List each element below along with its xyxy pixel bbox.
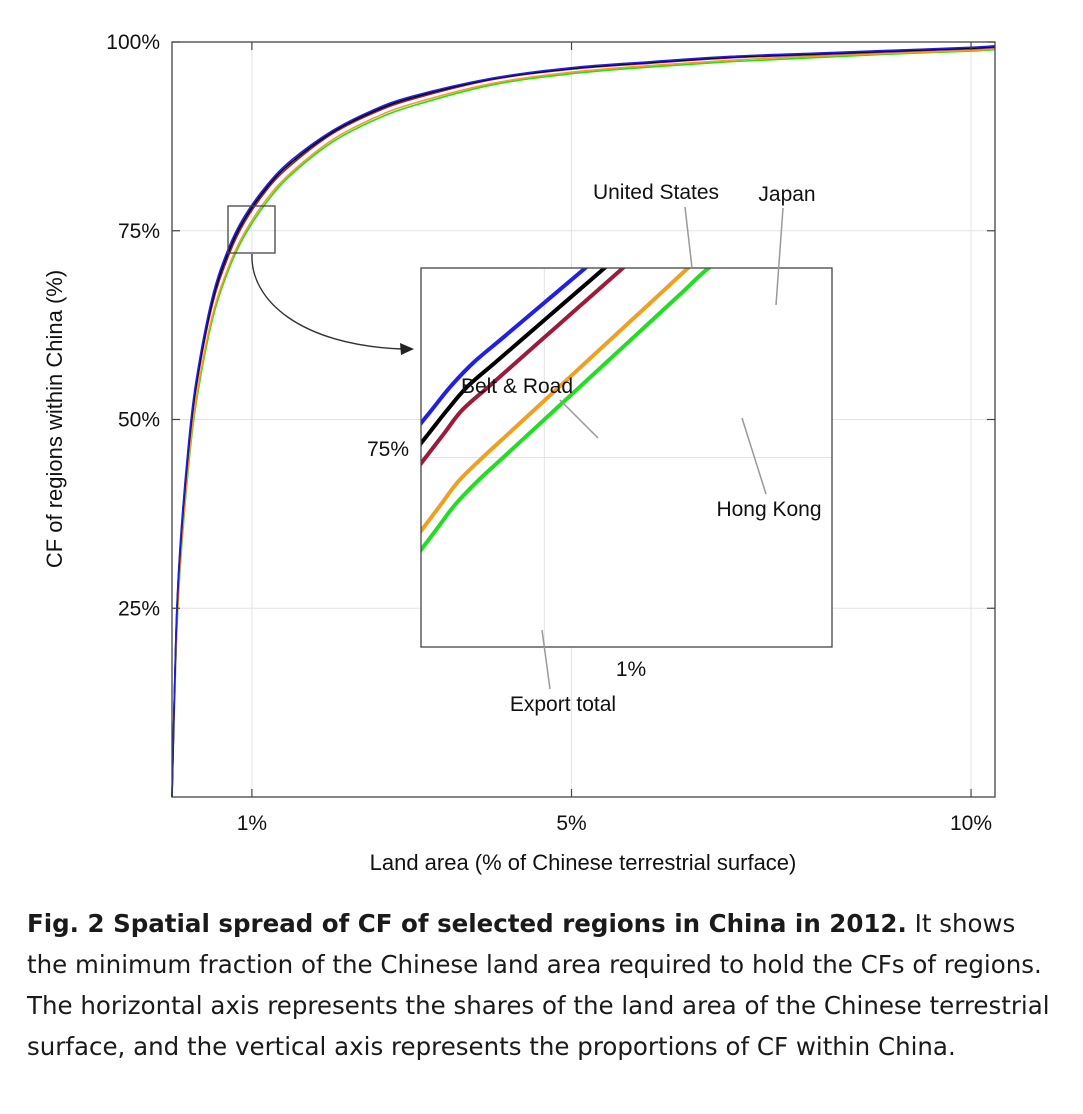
leader-hong-kong (741, 417, 767, 495)
label-export-total: Export total (510, 693, 616, 716)
main-ticks: 1% 5% 10% 25% 50% 75% 100% (106, 31, 995, 835)
label-belt-road: Belt & Road (461, 375, 573, 398)
leader-united-states (684, 206, 693, 269)
y-tick-label: 100% (106, 31, 160, 54)
y-axis-title: CF of regions within China (%) (42, 270, 67, 568)
inset-grid (421, 268, 832, 647)
label-united-states: United States (593, 181, 719, 204)
x-axis-title: Land area (% of Chinese terrestrial surf… (370, 850, 797, 875)
label-hong-kong: Hong Kong (716, 498, 821, 521)
inset-series-line-united-states (421, 268, 608, 447)
leader-belt-road (559, 399, 599, 439)
y-tick-label: 75% (118, 220, 160, 243)
inset-x-tick-label: 1% (616, 658, 646, 681)
y-tick-label: 25% (118, 597, 160, 620)
inset-series-line-hong-kong (421, 268, 713, 554)
inset-series-line-japan (421, 268, 692, 535)
main-series-group (171, 44, 996, 798)
figure-caption: Fig. 2 Spatial spread of CF of selected … (27, 903, 1057, 1067)
leader-export-total (541, 629, 551, 690)
cf-spatial-spread-chart: 1% 5% 10% 25% 50% 75% 100% Land area (% of Chi… (42, 31, 996, 875)
caption-lead: Fig. 2 Spatial spread of CF of selected … (27, 909, 907, 938)
inset-series-group (421, 268, 713, 554)
x-tick-label: 5% (556, 812, 586, 835)
inset-series-line-export-total (421, 268, 626, 467)
label-japan: Japan (758, 183, 815, 206)
series-line-belt-road (171, 44, 996, 798)
x-tick-label: 1% (237, 812, 267, 835)
zoom-arrowhead (400, 343, 414, 355)
caption-body: It shows the minimum fraction of the Chi… (27, 909, 1050, 1061)
zoom-box (227, 205, 276, 254)
inset-y-tick-label: 75% (367, 438, 409, 461)
inset-series-line-belt-road (421, 268, 589, 427)
inset-frame (420, 267, 833, 648)
series-line-japan (171, 47, 996, 798)
x-tick-label: 10% (950, 812, 992, 835)
leader-japan (775, 207, 784, 306)
zoom-arrow (251, 253, 403, 350)
y-tick-label: 50% (118, 409, 160, 432)
